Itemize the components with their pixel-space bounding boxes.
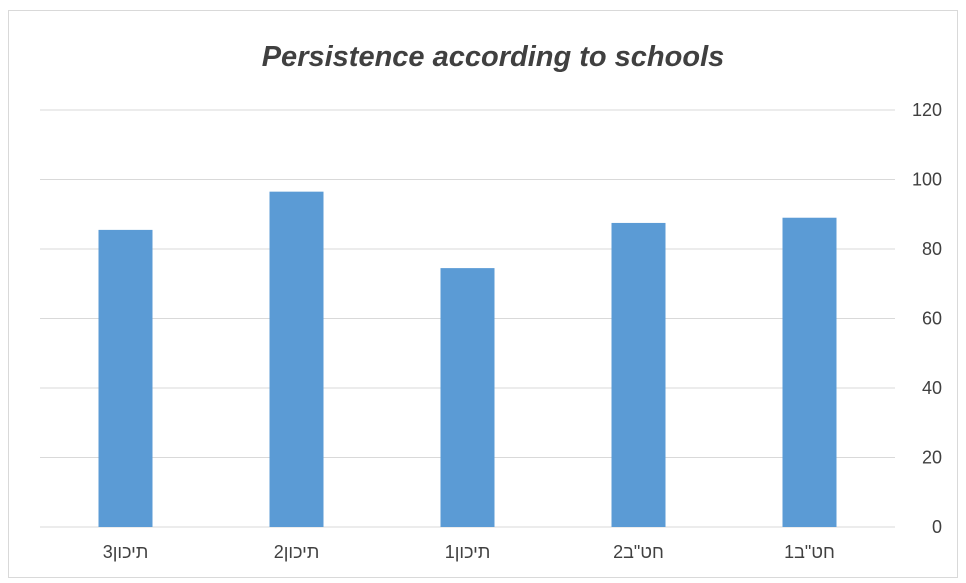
bar	[440, 268, 495, 527]
y-tick-label: 40	[922, 378, 942, 398]
bars	[98, 191, 837, 527]
y-tick-label: 80	[922, 239, 942, 259]
x-tick-label: תיכון3	[103, 542, 149, 562]
x-axis-tick-labels: תיכון3 תיכון2 תיכון1 חט"ב2 חט"ב1	[103, 542, 835, 562]
y-tick-label: 100	[912, 170, 942, 190]
bar	[782, 217, 837, 527]
x-tick-label: חט"ב1	[784, 542, 835, 562]
y-tick-label: 60	[922, 309, 942, 329]
bar	[611, 222, 666, 527]
y-axis-tick-labels: 0 20 40 60 80 100 120	[912, 100, 942, 537]
x-tick-label: חט"ב2	[613, 542, 664, 562]
x-tick-label: תיכון2	[274, 542, 320, 562]
gridlines	[40, 109, 895, 528]
x-tick-label: תיכון1	[445, 542, 491, 562]
y-tick-label: 20	[922, 448, 942, 468]
y-tick-label: 0	[932, 517, 942, 537]
chart-title: Persistence according to schools	[262, 41, 725, 73]
y-tick-label: 120	[912, 100, 942, 120]
bar	[98, 229, 153, 527]
bar	[269, 191, 324, 527]
